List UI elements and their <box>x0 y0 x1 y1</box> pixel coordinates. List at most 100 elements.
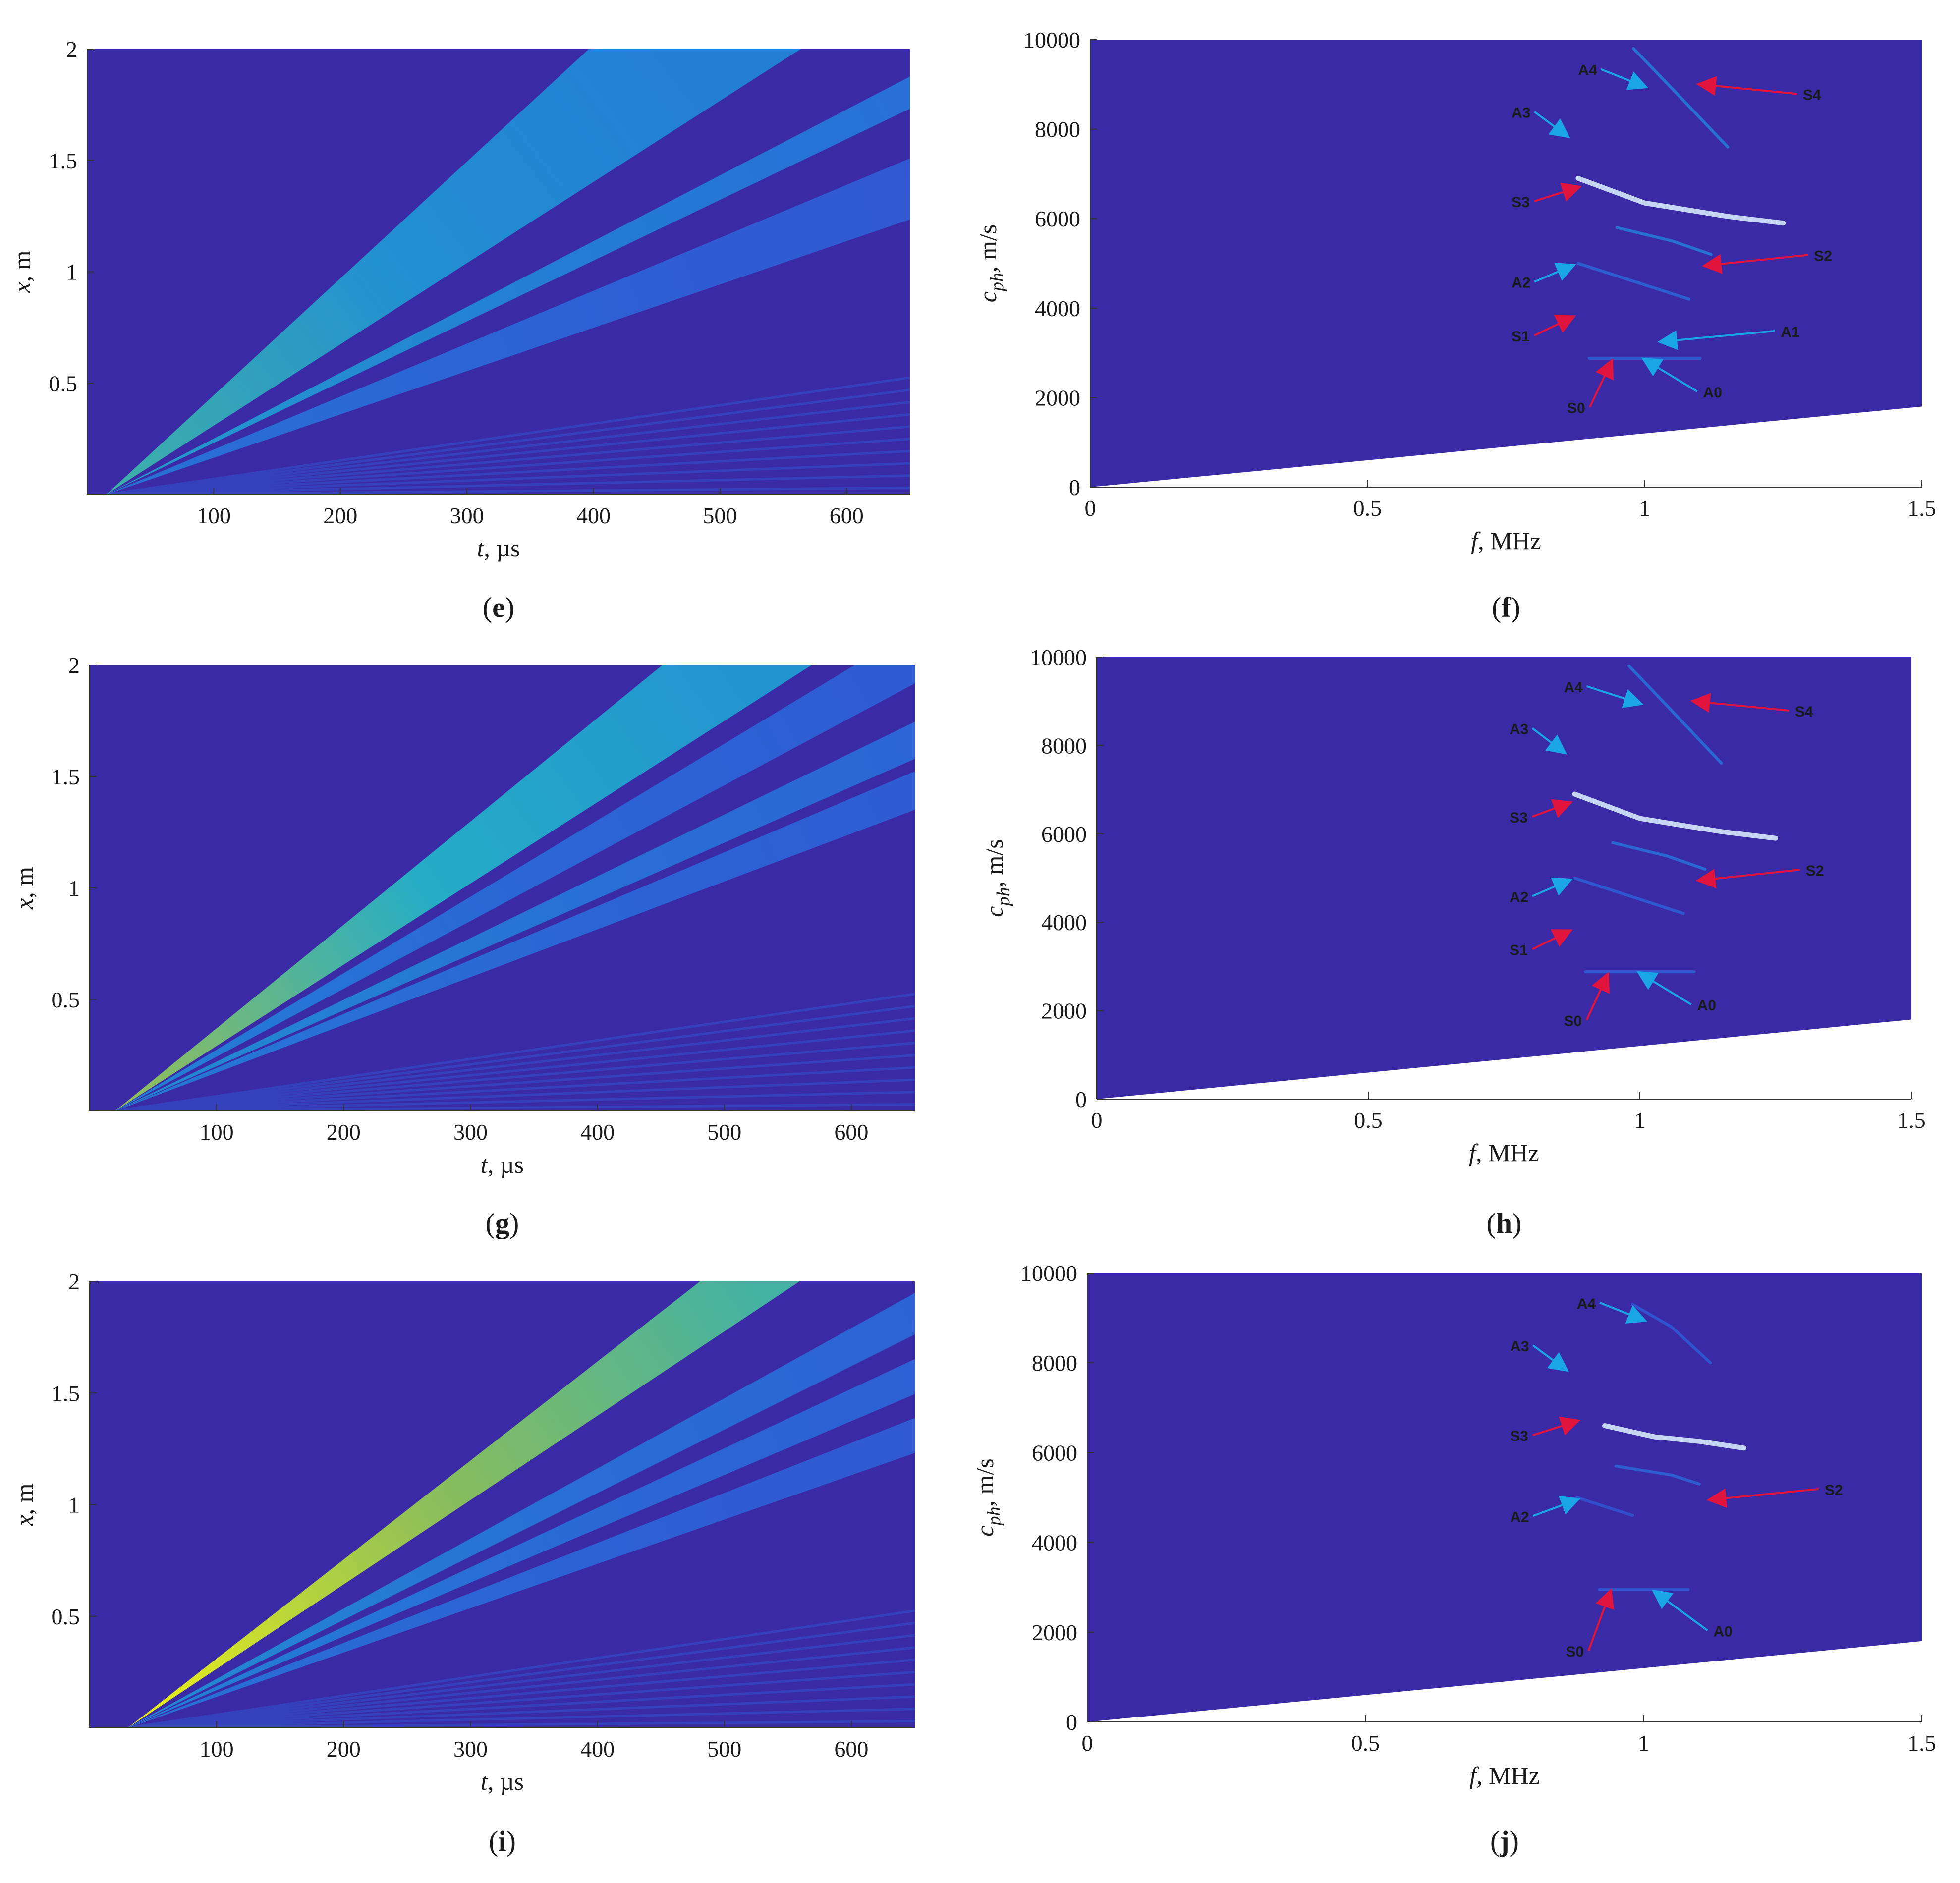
label-S3: S3 <box>1512 194 1530 211</box>
y-axis-label-var: c <box>980 906 1008 917</box>
dispersion-background <box>1087 1273 1922 1722</box>
x-tick-label: 100 <box>197 503 231 528</box>
reflection-line <box>115 1054 915 1111</box>
arrow-S1 <box>1534 315 1576 336</box>
y-axis-label: cph, m/s <box>974 224 1008 302</box>
reflection-line <box>115 1091 915 1111</box>
x-tick-label: 100 <box>200 1119 234 1145</box>
label-S1: S1 <box>1510 942 1528 959</box>
dispersion-background <box>1090 40 1922 487</box>
label-A3: A3 <box>1510 721 1528 738</box>
low-x-wave-field <box>114 993 915 1111</box>
reflection-line <box>106 462 910 495</box>
arrow-S1 <box>1532 929 1573 950</box>
label-S4: S4 <box>1803 87 1821 103</box>
y-tick-label: 8000 <box>1035 117 1080 142</box>
reflection-line <box>114 1005 915 1111</box>
reflection-line <box>106 400 910 495</box>
arrow-A2 <box>1532 877 1573 897</box>
x-tick-label: 600 <box>834 1736 868 1762</box>
y-tick-label: 10000 <box>1030 645 1087 670</box>
x-tick-label: 0.5 <box>1351 1730 1380 1756</box>
y-tick-label: 0 <box>1066 1710 1077 1735</box>
panel-h: A4 S4 A3 S3 S2 A2 S1 A0 S0 0 0.5 1 1.5 0 2000 4000 6000 8… <box>980 645 1926 1239</box>
label-S4: S4 <box>1795 704 1813 720</box>
label-S0: S0 <box>1564 1013 1582 1029</box>
plot-area-e <box>87 49 910 495</box>
arrow-A3 <box>1533 111 1570 138</box>
label-A4: A4 <box>1578 62 1597 79</box>
x-tick-label: 0 <box>1091 1108 1103 1133</box>
x-tick-label: 0.5 <box>1354 1108 1383 1133</box>
x-tick-label: 300 <box>453 1119 488 1145</box>
arrow-S3 <box>1532 1416 1581 1437</box>
mode-curve <box>1614 1464 1701 1486</box>
arrow-A0 <box>1641 357 1698 392</box>
x-axis-label-var: t <box>477 534 484 562</box>
y-axis-label-var: c <box>974 291 1002 302</box>
arrow-S0 <box>1585 971 1610 1021</box>
y-tick-label: 1 <box>68 1493 80 1518</box>
label-A4: A4 <box>1564 679 1583 696</box>
x-tick-label: 500 <box>707 1119 741 1145</box>
x-tick-label: 500 <box>707 1736 741 1762</box>
x-tick-label: 0 <box>1082 1730 1093 1756</box>
panel-caption: (h) <box>1487 1207 1522 1239</box>
label-A0: A0 <box>1713 1623 1732 1640</box>
reflection-line <box>127 1621 915 1728</box>
mode-curve <box>1602 1423 1746 1451</box>
arrow-S2 <box>1695 869 1800 888</box>
arrow-A3 <box>1532 1344 1569 1372</box>
plot-area-g <box>90 665 915 1111</box>
arrow-A4 <box>1599 1302 1648 1324</box>
wave-band <box>127 1293 915 1728</box>
plot-area-i <box>90 1281 915 1728</box>
cutoff-region <box>1090 406 1922 487</box>
mode-curve <box>1576 262 1691 301</box>
reflection-line <box>127 1634 915 1728</box>
y-tick-label: 0.5 <box>52 987 80 1012</box>
y-axis-label-unit: , m <box>8 250 36 282</box>
arrow-S0 <box>1589 358 1614 408</box>
x-tick-label: 300 <box>450 503 484 528</box>
wave-band <box>115 721 915 1111</box>
label-S2: S2 <box>1806 863 1824 879</box>
x-tick-label: 400 <box>580 1736 615 1762</box>
x-tick-label: 200 <box>327 1119 361 1145</box>
y-axis-label-var: c <box>971 1526 999 1537</box>
reflection-line <box>115 1103 915 1111</box>
mode-curve <box>1573 877 1685 915</box>
arrow-S4 <box>1690 693 1790 713</box>
reflection-line <box>114 993 915 1111</box>
reflection-line <box>127 1659 915 1728</box>
arrow-A2 <box>1534 263 1576 283</box>
reflection-line <box>114 1029 915 1111</box>
y-axis-label: x, m <box>8 250 36 293</box>
x-tick-label: 1 <box>1639 496 1650 521</box>
x-tick-label: 1.5 <box>1907 1730 1936 1756</box>
arrow-S4 <box>1696 76 1797 96</box>
cutoff-region <box>1087 1641 1922 1722</box>
x-tick-label: 1.5 <box>1907 496 1936 521</box>
y-axis-label-unit: , m/s <box>971 1458 999 1506</box>
label-A1: A1 <box>1781 324 1799 340</box>
reflection-line <box>114 1017 915 1111</box>
y-axis-label: cph, m/s <box>980 839 1014 917</box>
label-A0: A0 <box>1697 997 1716 1014</box>
arrow-A4 <box>1586 685 1644 708</box>
reflection-line <box>127 1670 915 1728</box>
x-tick-label: 0.5 <box>1353 496 1382 521</box>
y-tick-label: 2 <box>68 1269 80 1294</box>
reflection-line <box>106 487 910 495</box>
reflection-line <box>106 474 910 495</box>
y-tick-label: 0 <box>1075 1087 1087 1112</box>
x-tick-label: 200 <box>323 503 357 528</box>
x-axis-label-var: t <box>481 1151 488 1178</box>
panel-j: A4 A3 S3 S2 A2 A0 S0 0 0.5 1 1.5 0 2000 4000 6000 8000 1… <box>971 1261 1936 1857</box>
wave-band <box>106 49 801 495</box>
panel-f: A4 S4 A3 S3 S2 A2 A1 S1 A0 S0 0 0.5 1 1.5 0 2000 4000 600… <box>974 27 1936 623</box>
x-tick-label: 400 <box>576 503 611 528</box>
y-axis-label-var: x <box>10 1515 38 1526</box>
panel-g: 100 200 300 400 500 600 0.5 1 1.5 2 t, µs x, m (g) <box>10 653 915 1239</box>
